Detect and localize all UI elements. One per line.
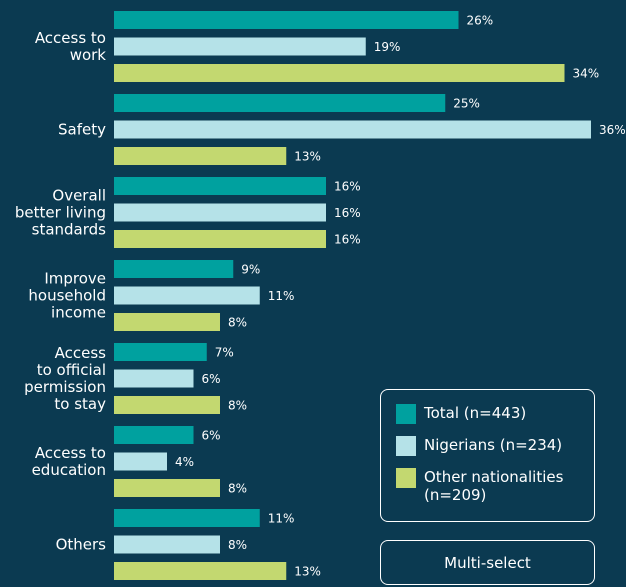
legend-swatch [396, 468, 416, 488]
bar [114, 509, 260, 527]
category-label: Improve household income [28, 269, 106, 321]
bar [114, 535, 220, 554]
bar [114, 177, 326, 195]
value-label: 16% [334, 233, 361, 247]
category-label: Safety [58, 120, 106, 138]
value-label: 4% [175, 455, 194, 469]
legend-entry: Other nationalities (n=209) [396, 468, 594, 504]
value-label: 25% [453, 97, 480, 111]
bar [114, 94, 446, 112]
legend-label: Nigerians (n=234) [424, 436, 563, 454]
value-label: 7% [215, 346, 234, 360]
bar [114, 562, 287, 580]
category-label: Access to education [31, 443, 106, 479]
value-label: 8% [228, 482, 247, 496]
bar [114, 147, 287, 165]
value-label: 36% [599, 123, 626, 137]
bar [114, 230, 326, 248]
bar [114, 369, 194, 388]
value-label: 11% [268, 289, 295, 303]
category-label: Access to work [34, 28, 106, 64]
value-label: 16% [334, 180, 361, 194]
value-label: 8% [228, 538, 247, 552]
bar [114, 426, 194, 444]
bar [114, 120, 591, 139]
bar [114, 286, 260, 305]
value-label: 34% [573, 67, 600, 81]
legend-label: Other nationalities (n=209) [424, 468, 564, 504]
value-label: 6% [202, 372, 221, 386]
bar [114, 343, 207, 361]
legend-entry: Total (n=443) [396, 404, 594, 424]
bar [114, 203, 326, 222]
annotation: Multi-select [380, 540, 595, 585]
bar [114, 452, 167, 471]
category-label: Overall better living standards [14, 186, 106, 238]
value-label: 16% [334, 206, 361, 220]
legend-label: Total (n=443) [424, 404, 527, 422]
category-label: Access to official permission to stay [24, 343, 106, 413]
value-label: 8% [228, 399, 247, 413]
legend-entry: Nigerians (n=234) [396, 436, 594, 456]
value-label: 13% [294, 150, 321, 164]
legend-swatch [396, 436, 416, 456]
value-label: 11% [268, 512, 295, 526]
value-label: 8% [228, 316, 247, 330]
bar [114, 313, 220, 331]
bar [114, 37, 366, 56]
bar [114, 479, 220, 497]
value-label: 26% [467, 14, 494, 28]
bar [114, 11, 459, 29]
bar [114, 64, 565, 82]
bar [114, 396, 220, 414]
value-label: 19% [374, 40, 401, 54]
legend-swatch [396, 404, 416, 424]
value-label: 13% [294, 565, 321, 579]
legend: Total (n=443) Nigerians (n=234) Other nati… [380, 389, 595, 522]
value-label: 9% [241, 263, 260, 277]
value-label: 6% [202, 429, 221, 443]
category-label: Others [55, 535, 106, 553]
bar [114, 260, 234, 278]
